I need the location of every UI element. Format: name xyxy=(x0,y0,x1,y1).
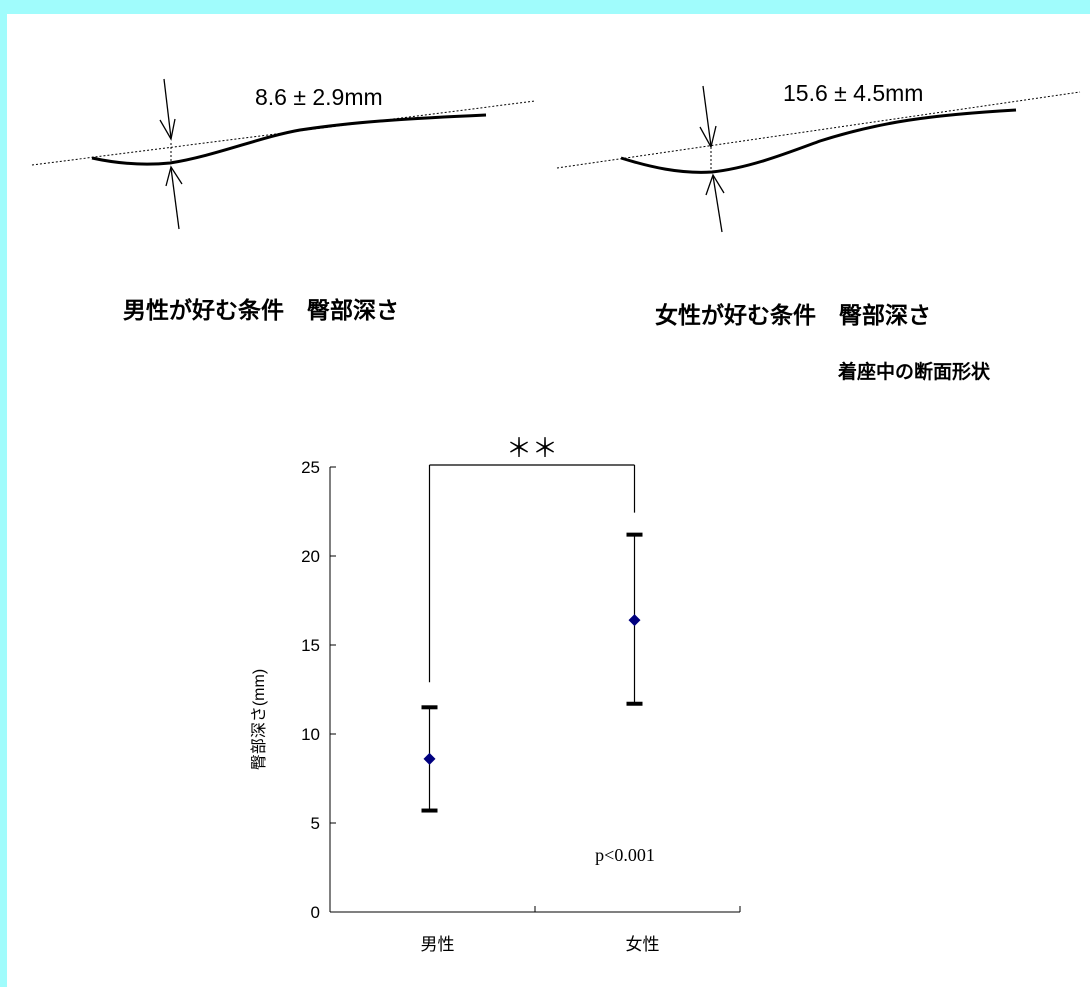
data-point xyxy=(423,752,436,765)
chart-marks: ＊＊ p<0.001 xyxy=(421,433,655,865)
female-measurement-label: 15.6 ± 4.5mm xyxy=(783,80,924,106)
x-tick-label: 男性 xyxy=(421,935,455,954)
female-seat-profile xyxy=(620,108,1017,174)
female-caption: 女性が好む条件 臀部深さ xyxy=(655,303,931,329)
male-arrow-bottom xyxy=(165,165,183,230)
y-tick-label: 15 xyxy=(301,636,320,655)
y-tick-label: 25 xyxy=(301,458,320,477)
y-tick-label: 20 xyxy=(301,547,320,566)
male-arrow-top xyxy=(159,78,176,141)
female-arrow-bottom xyxy=(705,173,725,233)
female-reference-line xyxy=(556,91,1081,169)
y-axis-label: 臀部深さ(mm) xyxy=(250,669,268,770)
female-cross-section xyxy=(556,85,1081,233)
male-cross-section xyxy=(31,78,536,230)
x-tick-label: 女性 xyxy=(626,935,660,954)
y-tick-label: 10 xyxy=(301,725,320,744)
cross-section-diagrams xyxy=(31,78,1081,233)
chart-axes: 0 5 10 15 20 25 男性 女性 臀部深さ(mm) xyxy=(250,458,741,954)
y-tick-label: 0 xyxy=(311,903,320,922)
male-seat-profile xyxy=(91,113,487,166)
data-point xyxy=(628,614,641,627)
male-measurement-label: 8.6 ± 2.9mm xyxy=(255,84,383,110)
p-value-label: p<0.001 xyxy=(595,845,655,865)
section-shape-caption: 着座中の断面形状 xyxy=(838,361,991,383)
y-tick-label: 5 xyxy=(311,814,320,833)
male-caption: 男性が好む条件 臀部深さ xyxy=(123,298,399,324)
female-arrow-top xyxy=(699,85,717,149)
significance-stars: ＊＊ xyxy=(506,433,558,463)
